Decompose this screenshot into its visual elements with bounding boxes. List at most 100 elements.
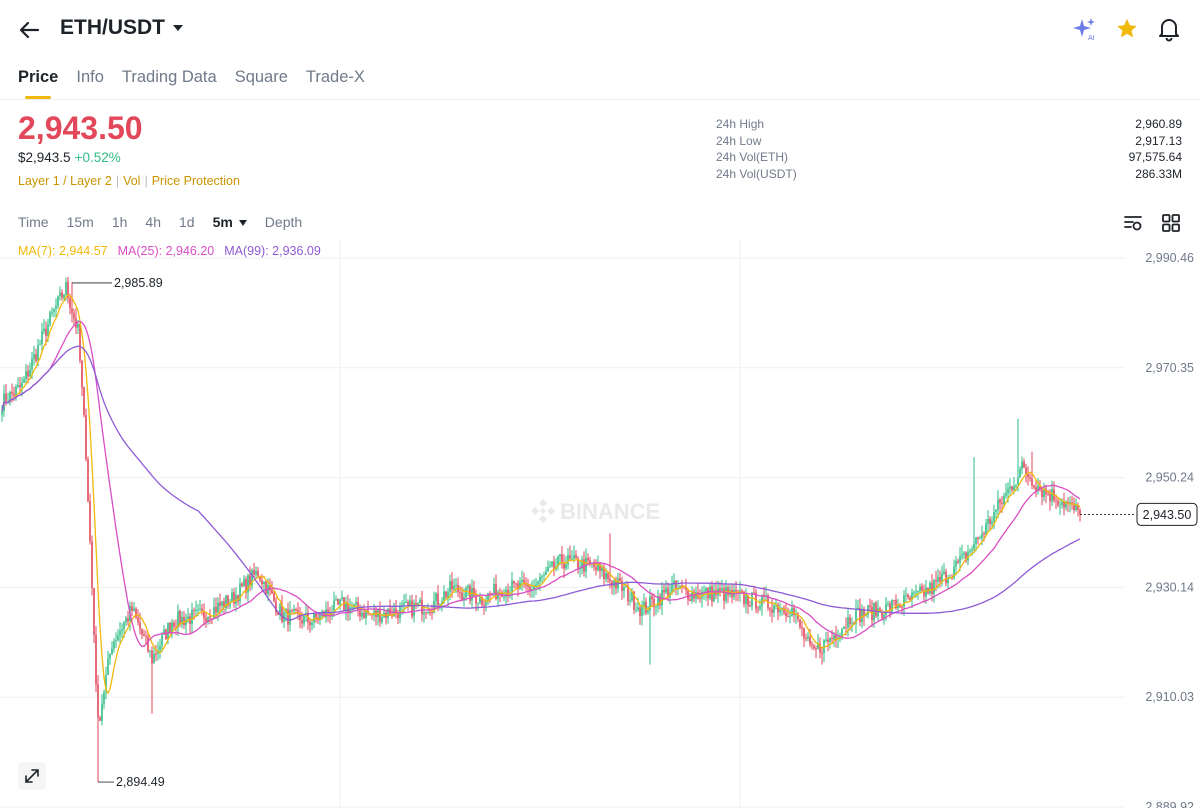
candle-body [461, 592, 463, 600]
caret-down-icon [238, 220, 247, 227]
interval-15m[interactable]: 15m [66, 214, 94, 230]
candle-body [85, 414, 87, 460]
candle-body [1, 411, 3, 415]
candle-body [97, 684, 99, 718]
candle-body [513, 580, 515, 584]
candle-body [359, 610, 361, 617]
layout-grid-icon[interactable] [1160, 212, 1182, 234]
candle-body [831, 638, 833, 640]
candle-body [207, 616, 209, 622]
candle-body [1069, 502, 1071, 504]
candle-body [147, 636, 149, 652]
tab-trade-x[interactable]: Trade-X [305, 68, 365, 86]
candle-body [661, 589, 663, 606]
candle-body [615, 580, 617, 589]
candle-body [713, 590, 715, 602]
candlestick-chart[interactable]: 2,990.46 2,970.35 2,950.24 2,930.14 2,910.03… [0, 240, 1200, 808]
candle-body [49, 312, 51, 325]
candle-body [1043, 488, 1045, 497]
candle-body [447, 592, 449, 598]
candle-body [917, 591, 919, 593]
candle-body [947, 578, 949, 584]
candle-body [177, 611, 179, 628]
candle-body [913, 592, 915, 594]
interval-4h[interactable]: 4h [145, 214, 161, 230]
candle-body [783, 607, 785, 613]
interval-depth[interactable]: Depth [264, 214, 303, 230]
candle-body [355, 601, 357, 605]
candle-body [455, 584, 457, 586]
candle-body [545, 571, 547, 575]
candle-body [83, 387, 85, 415]
candle-body [561, 554, 563, 564]
candle-body [565, 564, 567, 569]
candle-body [583, 559, 585, 572]
low-label: 2,894.49 [116, 775, 165, 789]
candle-body [361, 612, 363, 617]
candle-body [181, 616, 183, 625]
candle-body [777, 604, 779, 613]
stat-label: 24h Vol(USDT) [716, 166, 797, 181]
candle-body [925, 587, 927, 597]
candle-body [1001, 502, 1003, 504]
tab-price[interactable]: Price [18, 68, 59, 99]
candle-body [79, 323, 81, 361]
interval-5m-dropdown[interactable]: 5m [213, 214, 247, 230]
candle-body [809, 636, 811, 645]
candle-body [19, 384, 21, 387]
candle-body [789, 616, 791, 618]
ai-sparkle-icon[interactable]: AI [1072, 16, 1098, 42]
interval-time[interactable]: Time [18, 214, 49, 230]
candle-body [9, 391, 11, 403]
candle-body [27, 371, 29, 377]
candle-body [921, 586, 923, 591]
last-price-label: 2,943.50 [1143, 508, 1192, 522]
candle-body [179, 611, 181, 625]
candle-body [203, 610, 205, 619]
candle-body [245, 579, 247, 593]
tag-layer[interactable]: Layer 1 / Layer 2 [18, 174, 112, 188]
back-arrow-icon[interactable] [16, 16, 44, 44]
candle-body [703, 591, 705, 593]
candle-body [909, 597, 911, 600]
candle-body [11, 391, 13, 394]
candle-body [1065, 501, 1067, 508]
candle-body [465, 587, 467, 598]
candle-body [691, 591, 693, 602]
ma-legend: MA(7): 2,944.57 MA(25): 2,946.20 MA(99):… [18, 244, 321, 258]
tag-vol[interactable]: Vol [123, 174, 141, 188]
candle-body [1063, 501, 1065, 508]
interval-1h[interactable]: 1h [111, 214, 128, 230]
candle-body [923, 590, 925, 597]
candle-body [259, 575, 261, 581]
indicator-settings-icon[interactable] [1122, 212, 1144, 234]
candle-body [631, 591, 633, 601]
candle-body [651, 596, 653, 600]
expand-icon[interactable] [18, 762, 46, 790]
tab-trading-data[interactable]: Trading Data [121, 68, 217, 86]
candle-body [351, 607, 353, 609]
candle-body [903, 595, 905, 608]
candle-body [653, 599, 655, 607]
favorite-star-icon[interactable] [1114, 16, 1140, 42]
candle-body [503, 596, 505, 598]
candle-body [349, 607, 351, 614]
bell-icon[interactable] [1156, 16, 1182, 42]
y-tick-label: 2,930.14 [1145, 580, 1194, 594]
tag-price-protection[interactable]: Price Protection [151, 174, 240, 188]
stats-panel: 24h High 2,960.89 24h Low 2,917.13 24h Vol… [716, 116, 1182, 182]
tab-square[interactable]: Square [234, 68, 288, 86]
candle-body [519, 581, 521, 590]
ma-line [1, 320, 1081, 647]
candle-body [467, 585, 469, 588]
tab-info[interactable]: Info [76, 68, 104, 86]
candle-body [793, 607, 795, 615]
candle-body [551, 561, 553, 566]
pair-selector[interactable]: ETH/USDT [60, 16, 183, 40]
candle-body [485, 600, 487, 606]
candle-body [339, 599, 341, 605]
candle-body [1013, 486, 1015, 491]
candle-body [979, 538, 981, 540]
interval-1d[interactable]: 1d [178, 214, 195, 230]
candle-body [337, 599, 339, 605]
